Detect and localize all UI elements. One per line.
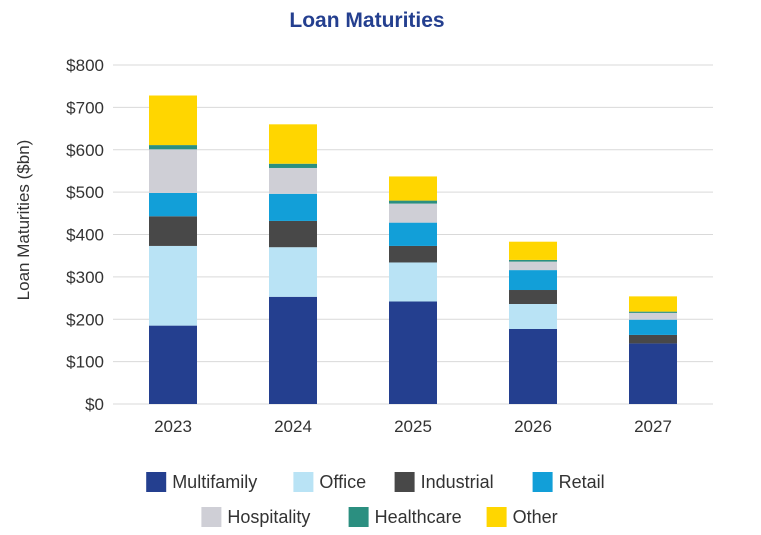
bar-segment-multifamily-2025 xyxy=(389,301,437,404)
bar-segment-healthcare-2026 xyxy=(509,259,557,262)
x-tick-labels: 2023 2024 2025 2026 2027 xyxy=(154,417,672,436)
legend-swatch xyxy=(146,472,167,492)
bar-segment-multifamily-2024 xyxy=(269,296,317,404)
legend-label: Retail xyxy=(559,472,605,492)
legend-item-hospitality: Hospitality xyxy=(201,507,310,527)
legend-label: Other xyxy=(513,507,558,527)
legend: Multifamily Office Industrial Retail Hospita… xyxy=(146,472,605,527)
bar-segment-healthcare-2025 xyxy=(389,200,437,204)
bar-segment-healthcare-2024 xyxy=(269,163,317,168)
x-tick-label: 2027 xyxy=(634,417,672,436)
bar-segment-industrial-2025 xyxy=(389,245,437,263)
y-tick-label: $400 xyxy=(66,226,104,245)
x-tick-label: 2023 xyxy=(154,417,192,436)
bar-segment-multifamily-2026 xyxy=(509,328,557,404)
bar-segment-hospitality-2026 xyxy=(509,261,557,271)
bar-segment-industrial-2027 xyxy=(629,334,677,344)
legend-label: Multifamily xyxy=(172,472,257,492)
y-axis-label: Loan Maturities ($bn) xyxy=(14,140,33,301)
bar-segment-retail-2026 xyxy=(509,270,557,291)
legend-swatch xyxy=(201,507,222,527)
x-tick-label: 2026 xyxy=(514,417,552,436)
bar-segment-office-2024 xyxy=(269,247,317,297)
y-tick-label: $500 xyxy=(66,183,104,202)
legend-item-industrial: Industrial xyxy=(394,472,494,492)
legend-item-healthcare: Healthcare xyxy=(348,507,462,527)
legend-swatch xyxy=(293,472,314,492)
bar-segment-hospitality-2025 xyxy=(389,203,437,223)
bar-segment-other-2025 xyxy=(389,176,437,201)
legend-swatch xyxy=(348,507,369,527)
y-tick-label: $300 xyxy=(66,268,104,287)
y-tick-label: $600 xyxy=(66,141,104,160)
bar-segment-multifamily-2023 xyxy=(149,325,197,404)
bar-segment-hospitality-2023 xyxy=(149,149,197,193)
bar-segment-multifamily-2027 xyxy=(629,343,677,404)
bar-segment-healthcare-2023 xyxy=(149,145,197,150)
y-tick-label: $0 xyxy=(85,395,104,414)
bar-segment-industrial-2024 xyxy=(269,220,317,248)
y-tick-label: $100 xyxy=(66,353,104,372)
x-tick-label: 2025 xyxy=(394,417,432,436)
bar-segment-office-2023 xyxy=(149,245,197,326)
y-tick-label: $700 xyxy=(66,98,104,117)
bar-segment-other-2024 xyxy=(269,124,317,164)
bar-segment-other-2027 xyxy=(629,296,677,312)
stacked-bars xyxy=(149,95,677,404)
legend-item-office: Office xyxy=(293,472,366,492)
y-tick-labels: $0 $100 $200 $300 $400 $500 $600 $700 $800 xyxy=(66,56,104,414)
bar-segment-hospitality-2027 xyxy=(629,312,677,320)
legend-item-retail: Retail xyxy=(532,472,605,492)
y-tick-label: $800 xyxy=(66,56,104,75)
bar-segment-retail-2024 xyxy=(269,193,317,221)
bar-segment-retail-2023 xyxy=(149,192,197,217)
bar-segment-hospitality-2024 xyxy=(269,167,317,194)
legend-swatch xyxy=(394,472,415,492)
y-tick-label: $200 xyxy=(66,310,104,329)
legend-label: Office xyxy=(319,472,366,492)
chart-title: Loan Maturities xyxy=(289,9,444,32)
bar-segment-healthcare-2027 xyxy=(629,311,677,313)
bar-segment-retail-2027 xyxy=(629,319,677,335)
bar-segment-industrial-2023 xyxy=(149,216,197,246)
legend-swatch xyxy=(532,472,553,492)
bar-segment-industrial-2026 xyxy=(509,290,557,304)
legend-item-multifamily: Multifamily xyxy=(146,472,257,492)
legend-label: Hospitality xyxy=(227,507,310,527)
bar-segment-office-2026 xyxy=(509,303,557,329)
legend-label: Healthcare xyxy=(375,507,462,527)
bar-segment-other-2026 xyxy=(509,241,557,260)
legend-label: Industrial xyxy=(421,472,494,492)
bar-segment-office-2025 xyxy=(389,262,437,302)
legend-swatch xyxy=(486,507,507,527)
legend-item-other: Other xyxy=(486,507,558,527)
bar-segment-retail-2025 xyxy=(389,222,437,246)
bar-segment-other-2023 xyxy=(149,95,197,146)
x-tick-label: 2024 xyxy=(274,417,312,436)
